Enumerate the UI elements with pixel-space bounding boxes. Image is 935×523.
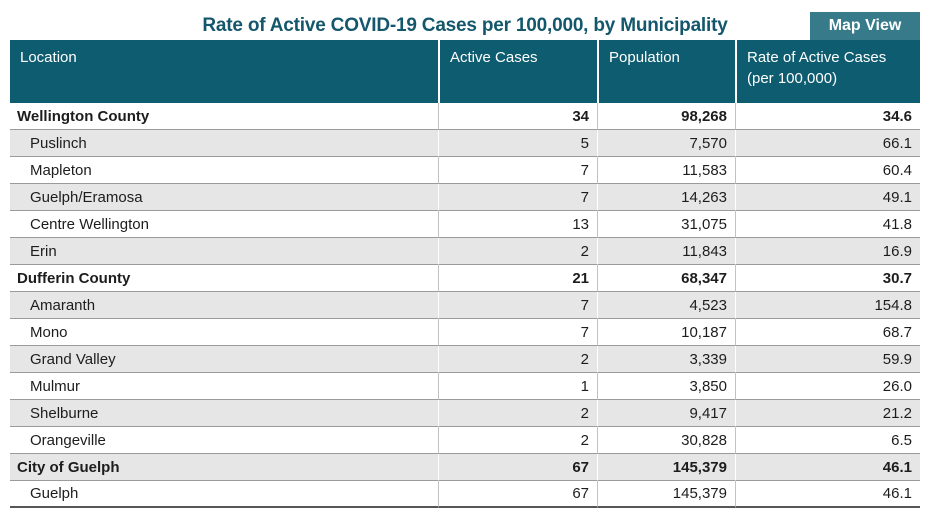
row-active-cases: 7	[438, 319, 597, 346]
row-rate: 60.4	[735, 157, 920, 184]
row-active-cases: 7	[438, 184, 597, 211]
row-active-cases: 67	[438, 454, 597, 481]
row-active-cases: 67	[438, 481, 597, 508]
row-location: Grand Valley	[10, 346, 438, 373]
row-population: 68,347	[597, 265, 735, 292]
table-row: Puslinch 5 7,570 66.1	[10, 130, 920, 157]
row-location: Shelburne	[10, 400, 438, 427]
row-active-cases: 1	[438, 373, 597, 400]
table-row: Shelburne 2 9,417 21.2	[10, 400, 920, 427]
row-population: 4,523	[597, 292, 735, 319]
row-rate: 16.9	[735, 238, 920, 265]
row-active-cases: 5	[438, 130, 597, 157]
table-row: Mono 7 10,187 68.7	[10, 319, 920, 346]
row-location: Erin	[10, 238, 438, 265]
row-population: 7,570	[597, 130, 735, 157]
table-row: Centre Wellington 13 31,075 41.8	[10, 211, 920, 238]
row-rate: 68.7	[735, 319, 920, 346]
row-location: Orangeville	[10, 427, 438, 454]
row-location: Puslinch	[10, 130, 438, 157]
table-row: City of Guelph 67 145,379 46.1	[10, 454, 920, 481]
table-body: Wellington County 34 98,268 34.6 Puslinc…	[10, 103, 920, 508]
page-title: Rate of Active COVID-19 Cases per 100,00…	[202, 15, 728, 36]
row-location: Mulmur	[10, 373, 438, 400]
table-row: Dufferin County 21 68,347 30.7	[10, 265, 920, 292]
row-rate: 21.2	[735, 400, 920, 427]
row-rate: 34.6	[735, 103, 920, 130]
table-row: Wellington County 34 98,268 34.6	[10, 103, 920, 130]
column-header-population: Population	[597, 40, 735, 103]
row-active-cases: 2	[438, 238, 597, 265]
row-population: 3,339	[597, 346, 735, 373]
row-location: Mapleton	[10, 157, 438, 184]
column-header-rate-line2: (per 100,000)	[747, 70, 838, 87]
row-rate: 6.5	[735, 427, 920, 454]
map-view-button[interactable]: Map View	[810, 12, 920, 40]
row-population: 98,268	[597, 103, 735, 130]
row-rate: 26.0	[735, 373, 920, 400]
row-rate: 41.8	[735, 211, 920, 238]
cases-table: Location Active Cases Population Rate of…	[10, 40, 920, 508]
row-rate: 49.1	[735, 184, 920, 211]
row-population: 14,263	[597, 184, 735, 211]
table-row: Grand Valley 2 3,339 59.9	[10, 346, 920, 373]
row-location: Amaranth	[10, 292, 438, 319]
row-population: 11,583	[597, 157, 735, 184]
row-rate: 30.7	[735, 265, 920, 292]
header-row: Location Active Cases Population Rate of…	[10, 40, 920, 103]
row-active-cases: 7	[438, 292, 597, 319]
row-active-cases: 7	[438, 157, 597, 184]
column-header-rate: Rate of Active Cases (per 100,000)	[735, 40, 920, 103]
row-rate: 154.8	[735, 292, 920, 319]
row-rate: 59.9	[735, 346, 920, 373]
table-row: Orangeville 2 30,828 6.5	[10, 427, 920, 454]
table-row: Guelph 67 145,379 46.1	[10, 481, 920, 508]
row-location: Centre Wellington	[10, 211, 438, 238]
top-bar: Rate of Active COVID-19 Cases per 100,00…	[10, 12, 920, 40]
row-active-cases: 2	[438, 346, 597, 373]
column-header-location: Location	[10, 40, 438, 103]
table-row: Erin 2 11,843 16.9	[10, 238, 920, 265]
row-active-cases: 34	[438, 103, 597, 130]
row-population: 145,379	[597, 454, 735, 481]
table-header: Location Active Cases Population Rate of…	[10, 40, 920, 103]
row-location: Guelph/Eramosa	[10, 184, 438, 211]
column-header-active-cases: Active Cases	[438, 40, 597, 103]
row-location: City of Guelph	[10, 454, 438, 481]
row-location: Wellington County	[10, 103, 438, 130]
row-population: 30,828	[597, 427, 735, 454]
table-row: Guelph/Eramosa 7 14,263 49.1	[10, 184, 920, 211]
row-population: 9,417	[597, 400, 735, 427]
row-location: Mono	[10, 319, 438, 346]
row-location: Dufferin County	[10, 265, 438, 292]
table-row: Mapleton 7 11,583 60.4	[10, 157, 920, 184]
row-rate: 46.1	[735, 454, 920, 481]
row-population: 3,850	[597, 373, 735, 400]
row-active-cases: 2	[438, 400, 597, 427]
table-row: Amaranth 7 4,523 154.8	[10, 292, 920, 319]
row-location: Guelph	[10, 481, 438, 508]
row-active-cases: 2	[438, 427, 597, 454]
table-row: Mulmur 1 3,850 26.0	[10, 373, 920, 400]
row-population: 11,843	[597, 238, 735, 265]
row-rate: 46.1	[735, 481, 920, 508]
row-population: 31,075	[597, 211, 735, 238]
row-active-cases: 13	[438, 211, 597, 238]
row-population: 10,187	[597, 319, 735, 346]
column-header-rate-line1: Rate of Active Cases	[747, 49, 887, 66]
row-active-cases: 21	[438, 265, 597, 292]
row-population: 145,379	[597, 481, 735, 508]
row-rate: 66.1	[735, 130, 920, 157]
